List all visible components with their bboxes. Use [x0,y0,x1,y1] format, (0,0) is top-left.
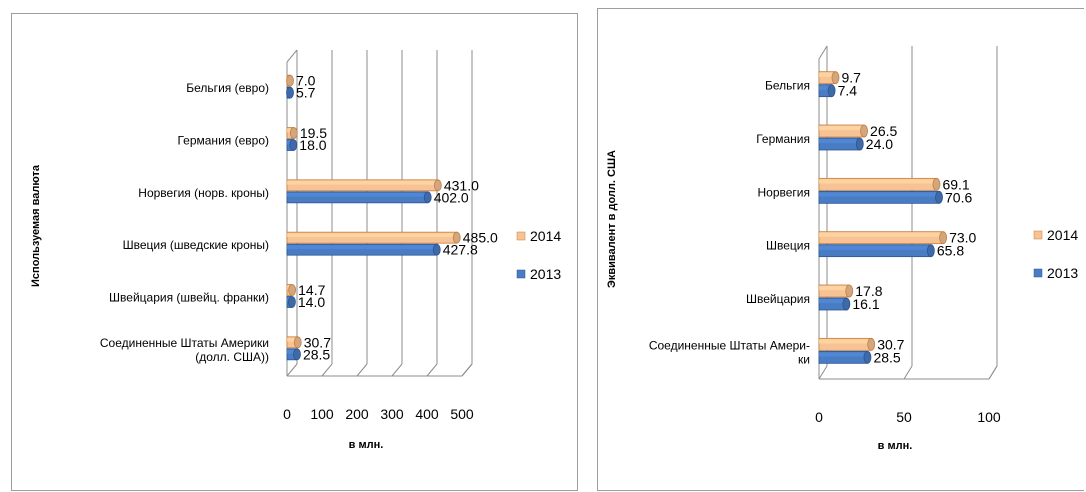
floor-edge [461,363,473,377]
category-label: Швеция (шведские кроны) [123,238,269,252]
data-label-2014: 14.7 [298,282,325,298]
floor-edge [988,365,998,380]
wall-edge [818,45,828,60]
bar-2014 [286,74,294,87]
bar-2013 [286,243,441,256]
data-label-2014: 26.5 [870,123,897,139]
category-label: Швеция [766,239,810,253]
bar-2013 [286,139,298,151]
floor-gridline [356,363,368,377]
bar-chart-usd-equivalent: 0 50 100 Бельгия 9.77.4 Германия 26.524.0 Норве… [606,45,1078,452]
data-label-2014: 485.0 [463,230,498,246]
category-label: Соединенные Штаты Америки (долл. США)) [100,336,269,364]
data-label-2013: 427.8 [443,242,478,258]
wall-edge [286,49,298,63]
legend-swatch-2014 [1033,230,1043,240]
data-label-2014: 73.0 [949,230,976,246]
data-label-2013: 28.5 [873,349,900,365]
x-tick-label: 0 [815,409,823,425]
bar-2013 [286,86,294,99]
chart-panel-usd: 0 50 100 Бельгия 9.7 7.4 Германия 26.5 24.0 Норве… [597,8,1084,491]
data-label-2014: 30.7 [877,336,904,352]
floor-gridline [286,363,298,377]
bar-2014 [818,231,948,245]
bar-2014 [818,337,876,351]
legend-label-2013: 2013 [530,266,561,282]
floor-gridline [818,365,828,380]
x-tick-label: 200 [345,406,369,422]
x-axis-title: в млн. [349,439,384,451]
category-label: Соединенные Штаты Амери-ки [649,338,810,366]
legend-label-2014: 2014 [1047,227,1078,243]
category-label: Норвегия [757,185,810,199]
legend-swatch-2013 [516,269,526,279]
legend-swatch-2013 [1033,268,1043,278]
data-label-2014: 431.0 [444,177,479,193]
bar-2014 [818,124,868,138]
bar-2013 [818,297,851,311]
x-axis-title: в млн. [878,440,913,452]
data-label-2013: 7.4 [838,83,858,99]
x-tick-label: 100 [310,406,334,422]
bar-2013 [286,348,301,361]
data-label-2014: 30.7 [304,334,331,350]
bar-2014 [286,284,297,296]
bar-2014 [818,284,854,298]
bar-2013 [818,137,864,151]
category-label: Норвегия (норв. кроны) [138,186,269,200]
data-label-2014: 9.7 [841,70,861,86]
legend-label-2013: 2013 [1047,265,1078,281]
category-label: Бельгия [765,79,810,93]
x-tick-label: 50 [896,409,912,425]
data-label-2013: 28.5 [303,346,330,362]
data-label-2013: 16.1 [852,296,879,312]
bar-chart-local-currency: 0 100 200 300 400 500 Бельгия (евро) 7.05.7 Герм… [30,49,561,451]
category-label: Германия [756,132,810,146]
bar-2013 [818,84,836,98]
bar-2014 [286,336,302,349]
bar-2014 [818,71,840,85]
legend-label-2014: 2014 [530,228,561,244]
floor-gridline [321,363,333,377]
bar-2014 [818,177,941,191]
bar-2013 [818,190,943,204]
x-tick-label: 300 [380,406,404,422]
data-label-2013: 402.0 [434,189,469,205]
data-label-2013: 70.6 [945,189,972,205]
bar-2014 [286,179,442,192]
x-tick-label: 500 [450,406,474,422]
bar-2013 [286,191,432,204]
category-label: Швейцария (швейц. франки) [109,291,269,305]
category-label: Бельгия (евро) [186,81,269,95]
data-label-2014: 19.5 [300,125,327,141]
category-label: Швейцария [746,292,810,306]
x-tick-label: 100 [977,409,1001,425]
floor-gridline [903,365,913,380]
bar-2013 [818,244,935,258]
chart-panel-currency: 0 100 200 300 400 500 Бельгия (евро) 7.0 5.7 Герм… [11,13,578,491]
bar-2013 [818,350,872,364]
legend-swatch-2014 [516,231,526,241]
data-label-2014: 69.1 [942,176,969,192]
bar-2014 [286,127,298,139]
floor-gridline [426,363,438,377]
data-label-2013: 14.0 [298,294,325,310]
bar-2014 [286,231,461,244]
data-label-2013: 5.7 [296,85,316,101]
y-axis-title: Используемая валюта [30,164,42,287]
category-label: Германия (евро) [177,134,269,148]
data-label-2013: 18.0 [299,137,326,153]
y-axis-title: Эквивалент в долл. США [606,150,618,288]
data-label-2013: 65.8 [937,243,964,259]
x-tick-label: 0 [283,406,291,422]
data-label-2013: 24.0 [866,136,893,152]
data-label-2014: 17.8 [855,283,882,299]
bar-2013 [286,296,296,308]
data-label-2014: 7.0 [296,73,316,89]
floor-gridline [391,363,403,377]
x-tick-label: 400 [415,406,439,422]
